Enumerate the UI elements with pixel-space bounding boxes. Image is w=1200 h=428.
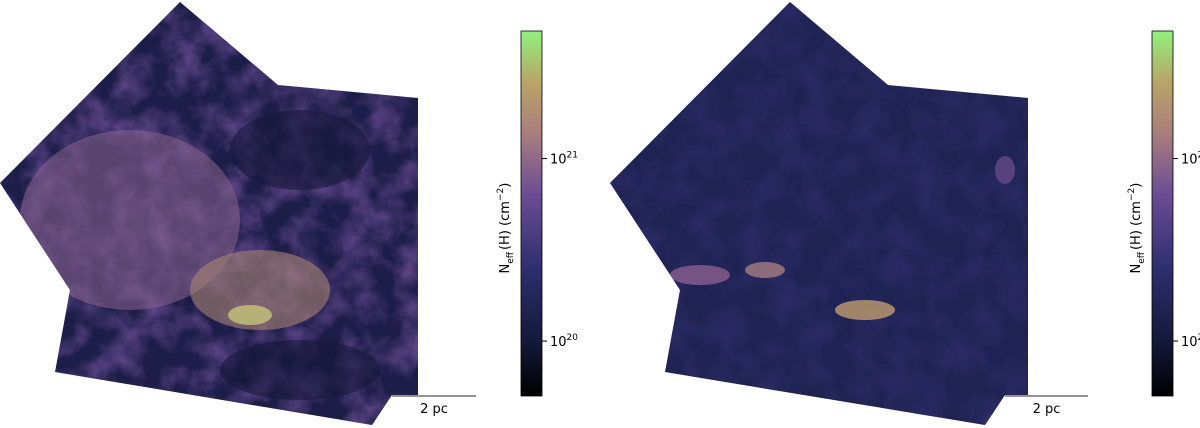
tick-base: 10	[1181, 153, 1198, 168]
label-symbol: N	[498, 264, 513, 274]
label-symbol: N	[1129, 264, 1144, 274]
tick-base: 10	[550, 335, 567, 350]
colorbar	[1151, 30, 1174, 397]
label-subscript: eff	[1137, 251, 1147, 264]
tick-base: 10	[550, 153, 567, 168]
label-middle: (H) (cm	[1129, 201, 1144, 250]
label-end: )	[498, 183, 513, 188]
tick-base: 10	[1181, 335, 1198, 350]
colorbar-label: Neff(H) (cm−2)	[496, 183, 516, 274]
tick-exponent: 21	[567, 151, 578, 161]
tick-label: 1021	[1181, 151, 1200, 168]
label-middle: (H) (cm	[498, 201, 513, 250]
tick-label: 1020	[1181, 333, 1200, 350]
tick-exponent: 20	[567, 333, 579, 343]
scale-bar-label: 2 pc	[1033, 402, 1061, 417]
label-superscript: −2	[1127, 188, 1137, 201]
label-superscript: −2	[496, 188, 506, 201]
tick-label: 1020	[550, 333, 578, 350]
label-end: )	[1129, 183, 1144, 188]
tick-label: 1021	[550, 151, 578, 168]
column-density-map	[610, 2, 1028, 425]
column-density-map	[0, 2, 418, 425]
scale-bar-label: 2 pc	[420, 402, 448, 417]
colorbar-label: Neff(H) (cm−2)	[1127, 183, 1147, 274]
label-subscript: eff	[506, 251, 516, 264]
tick-exponent: 20	[1198, 333, 1200, 343]
colorbar	[520, 30, 543, 397]
tick-exponent: 21	[1198, 151, 1200, 161]
